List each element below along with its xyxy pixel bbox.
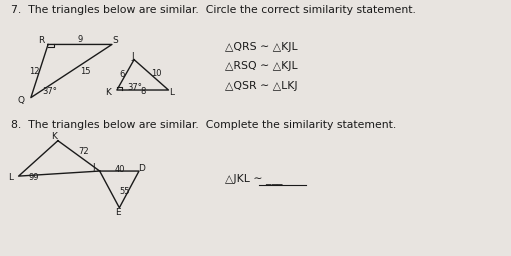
Text: 8.  The triangles below are similar.  Complete the similarity statement.: 8. The triangles below are similar. Comp…	[11, 120, 397, 130]
Text: D: D	[138, 164, 146, 173]
Text: K: K	[106, 88, 111, 97]
Text: 7.  The triangles below are similar.  Circle the correct similarity statement.: 7. The triangles below are similar. Circ…	[11, 5, 416, 15]
Text: 12: 12	[30, 67, 40, 76]
Text: E: E	[115, 208, 121, 217]
Text: 55: 55	[119, 187, 129, 196]
Text: L: L	[170, 88, 174, 97]
Text: L: L	[8, 173, 13, 182]
Text: 37°: 37°	[42, 87, 57, 96]
Text: 10: 10	[151, 69, 161, 78]
Text: J: J	[132, 52, 134, 61]
Text: 15: 15	[80, 67, 90, 76]
Text: 37°: 37°	[128, 83, 143, 92]
Text: △JKL ∼ ___: △JKL ∼ ___	[225, 173, 283, 184]
Text: J: J	[92, 163, 95, 172]
Text: S: S	[112, 36, 118, 45]
Text: 99: 99	[28, 173, 39, 182]
Text: 6: 6	[119, 70, 125, 79]
Text: R: R	[38, 36, 45, 45]
Text: 8: 8	[140, 87, 146, 96]
Text: 72: 72	[79, 147, 89, 156]
Text: △QSR ∼ △LKJ: △QSR ∼ △LKJ	[225, 81, 297, 91]
Text: Q: Q	[17, 96, 25, 105]
Text: 9: 9	[77, 35, 83, 44]
Text: △QRS ∼ △KJL: △QRS ∼ △KJL	[225, 42, 297, 52]
Text: △RSQ ∼ △KJL: △RSQ ∼ △KJL	[225, 61, 297, 71]
Text: 40: 40	[115, 165, 126, 174]
Text: K: K	[52, 132, 57, 141]
